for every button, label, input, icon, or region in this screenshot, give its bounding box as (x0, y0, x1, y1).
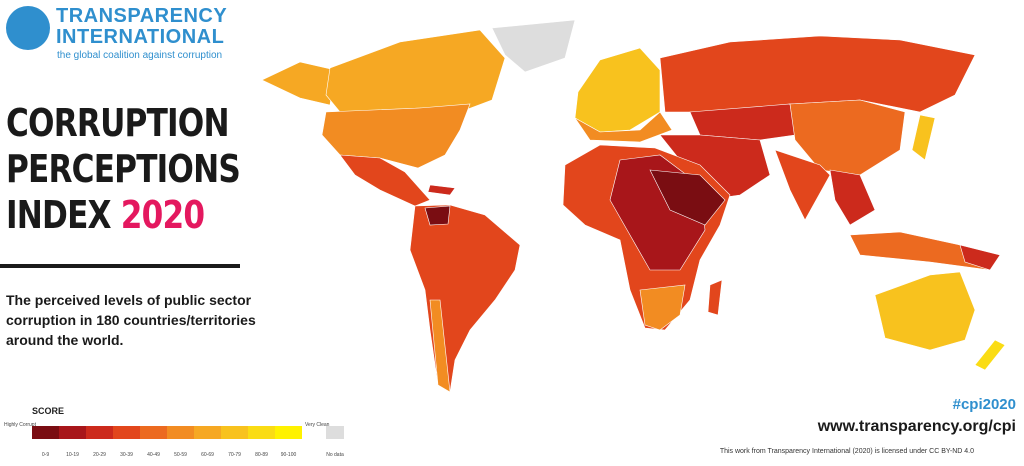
legend-swatch (59, 426, 86, 439)
legend-bin-label: 80-89 (255, 452, 268, 458)
new-zealand (974, 339, 1006, 371)
legend-low: Highly Corrupt (4, 422, 37, 428)
divider (0, 264, 240, 268)
legend-bin-label: 20-29 (93, 452, 106, 458)
china (789, 99, 906, 176)
legend-swatch (248, 426, 275, 439)
title-line: INDEX 2020 (6, 192, 240, 238)
greenland (491, 19, 576, 73)
central-asia (689, 103, 796, 141)
title-line: PERCEPTIONS (6, 147, 241, 191)
chile-uruguay (429, 299, 451, 393)
description: The perceived levels of public sector co… (6, 292, 256, 348)
legend: SCORE Highly Corrupt 0-9 10-19 20-29 30-39 40-… (4, 406, 344, 458)
legend-no-data: No data (326, 452, 344, 458)
logo-text: INTERNATIONAL (56, 26, 225, 48)
legend-bin-label: 30-39 (120, 452, 133, 458)
png (959, 244, 1001, 271)
legend-swatch (167, 426, 194, 439)
title-year: 2020 (120, 193, 205, 237)
caribbean (427, 184, 456, 196)
hashtag: #cpi2020 (952, 396, 1016, 413)
legend-bin-label: 60-69 (201, 452, 214, 458)
title-line: CORRUPTION (6, 101, 230, 145)
logo-tagline: the global coalition against corruption (57, 50, 223, 61)
legend-swatch (140, 426, 167, 439)
legend-bin-label: 70-79 (228, 452, 241, 458)
legend-swatch (113, 426, 140, 439)
legend-swatch (86, 426, 113, 439)
southern-europe (574, 111, 673, 143)
southern-africa (639, 284, 686, 331)
legend-swatch (32, 426, 59, 439)
legend-high: Very Clean (305, 422, 330, 428)
europe (574, 47, 661, 133)
japan (911, 114, 936, 161)
madagascar (707, 279, 723, 316)
australia (874, 271, 976, 351)
russia (659, 35, 976, 113)
venezuela (424, 205, 451, 226)
alaska (261, 61, 336, 106)
south-america (409, 204, 521, 393)
legend-bin-label: 0-9 (42, 452, 49, 458)
southeast-asia (829, 169, 876, 226)
legend-swatch (275, 426, 302, 439)
legend-bin-label: 50-59 (174, 452, 187, 458)
legend-bin-label: 90-100 (281, 452, 297, 458)
india (774, 149, 831, 221)
legend-swatch (221, 426, 248, 439)
usa (321, 103, 471, 169)
somalia-sudan (649, 169, 726, 226)
legend-bin-label: 40-49 (147, 452, 160, 458)
title-line: INDEX (6, 193, 112, 237)
legend-swatch (194, 426, 221, 439)
canada (325, 29, 506, 113)
mexico (339, 154, 431, 207)
legend-title: SCORE (32, 406, 64, 416)
legend-no-data-swatch (326, 426, 344, 439)
title: CORRUPTION PERCEPTIONS INDEX 2020 (6, 100, 241, 238)
url: www.transparency.org/cpi (817, 418, 1016, 435)
logo-icon (6, 6, 50, 50)
logo-text: TRANSPARENCY (56, 5, 228, 27)
license: This work from Transparency Internationa… (719, 448, 974, 455)
legend-bin-label: 10-19 (66, 452, 79, 458)
